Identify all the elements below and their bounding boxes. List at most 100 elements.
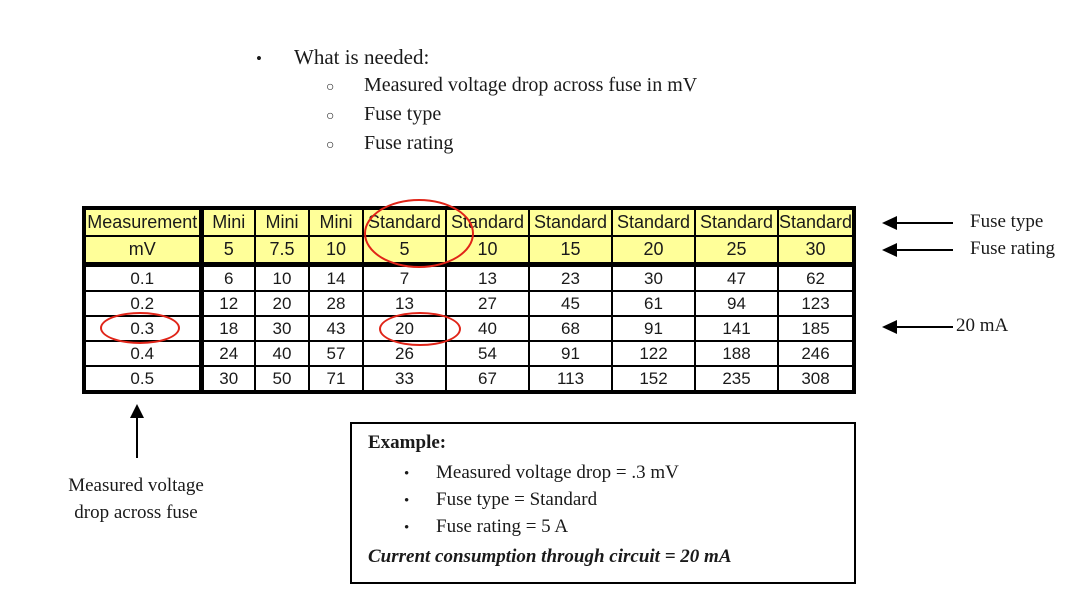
table-cell: 6 [200,263,256,292]
table-cell: 18 [200,315,256,342]
table-cell: 40 [254,340,310,367]
table-cell: 30 [611,263,696,292]
example-box: Example: • Measured voltage drop = .3 mV… [350,422,856,584]
table-cell: 57 [308,340,364,367]
intro-item-row: ○ Fuse type [326,101,697,130]
table-cell: 24 [200,340,256,367]
table-cell: 7 [362,263,447,292]
fuse-type-cell: Standard [611,207,696,237]
fuse-rating-cell: 5 [200,235,256,267]
table-cell: 185 [776,315,856,342]
table-cell: 122 [611,340,696,367]
fuse-type-cell: Standard [528,207,613,237]
current-callout-label: 20 mA [956,315,1009,336]
table-cell: 23 [528,263,613,292]
table-cell: 123 [776,290,856,317]
example-item-row: • Measured voltage drop = .3 mV [352,460,679,487]
table-row: 0.2 12 20 28 13 27 45 61 94 123 [83,290,856,317]
table-cell: 54 [445,340,530,367]
table-cell: 68 [528,315,613,342]
measurement-cell: 0.4 [83,340,204,367]
table-cell: 14 [308,263,364,292]
table-cell: 61 [611,290,696,317]
table-cell: 26 [362,340,447,367]
table-cell: 47 [694,263,779,292]
table-cell: 27 [445,290,530,317]
fuse-type-header-row: Measurement Mini Mini Mini Standard Stan… [83,207,856,237]
example-item-row: • Fuse type = Standard [352,487,679,514]
measured-voltage-arrow-icon [130,404,144,458]
example-conclusion: Current consumption through circuit = 20… [368,546,732,567]
table-cell: 91 [528,340,613,367]
measurement-cell: 0.1 [83,263,204,292]
table-cell: 188 [694,340,779,367]
fuse-type-callout-label: Fuse type [970,211,1044,232]
current-arrow-icon [882,320,953,334]
example-title: Example: [368,432,447,453]
measurement-header-cell: Measurement [83,207,204,237]
intro-heading: What is needed: [294,45,430,69]
fuse-type-cell: Standard [776,207,856,237]
fuse-current-table: Measurement Mini Mini Mini Standard Stan… [82,206,857,394]
table-cell: 45 [528,290,613,317]
fuse-rating-cell: 15 [528,235,613,267]
table-cell: 20 [362,315,447,342]
fuse-rating-cell: 10 [445,235,530,267]
bullet-icon: • [404,520,410,536]
measured-voltage-line1: Measured voltage [68,475,204,496]
table-cell: 20 [254,290,310,317]
table-cell: 91 [611,315,696,342]
table-cell: 62 [776,263,856,292]
fuse-rating-header-row: mV 5 7.5 10 5 10 15 20 25 30 [83,235,856,267]
intro-item-row: ○ Measured voltage drop across fuse in m… [326,72,697,101]
fuse-rating-cell: 5 [362,235,447,267]
table-cell: 308 [776,365,856,393]
table-cell: 33 [362,365,447,393]
table-row: 0.5 30 50 71 33 67 113 152 235 308 [83,365,856,393]
fuse-rating-cell: 7.5 [254,235,310,267]
intro-heading-row: • What is needed: [256,44,697,72]
fuse-type-cell: Standard [445,207,530,237]
table-cell: 113 [528,365,613,393]
example-items: • Measured voltage drop = .3 mV • Fuse t… [352,460,679,541]
fuse-type-cell: Standard [694,207,779,237]
fuse-type-cell: Standard [362,207,447,237]
example-item: Fuse rating = 5 A [436,516,569,537]
fuse-rating-callout-label: Fuse rating [970,238,1055,259]
measured-voltage-line2: drop across fuse [74,502,198,523]
circle-bullet-icon: ○ [326,138,335,153]
table-cell: 152 [611,365,696,393]
example-item: Measured voltage drop = .3 mV [436,462,679,483]
table-cell: 67 [445,365,530,393]
fuse-rating-cell: 25 [694,235,779,267]
table-cell: 235 [694,365,779,393]
fuse-rating-cell: 30 [776,235,856,267]
circle-bullet-icon: ○ [326,80,335,95]
fuse-type-cell: Mini [254,207,310,237]
measured-voltage-callout-label: Measured voltage drop across fuse [38,472,234,526]
circle-bullet-icon: ○ [326,109,335,124]
table-cell: 50 [254,365,310,393]
intro-item-row: ○ Fuse rating [326,130,697,159]
table-cell: 13 [362,290,447,317]
table-cell: 30 [254,315,310,342]
fuse-rating-cell: 10 [308,235,364,267]
table-cell: 13 [445,263,530,292]
intro-list: • What is needed: ○ Measured voltage dro… [256,44,697,159]
table-cell: 10 [254,263,310,292]
mv-header-cell: mV [83,235,204,267]
table-cell: 141 [694,315,779,342]
table-cell: 30 [200,365,256,393]
fuse-rating-cell: 20 [611,235,696,267]
fuse-type-arrow-icon [882,216,953,230]
fuse-rating-arrow-icon [882,243,953,257]
table-cell: 94 [694,290,779,317]
table-row: 0.4 24 40 57 26 54 91 122 188 246 [83,340,856,367]
measurement-cell: 0.5 [83,365,204,393]
intro-item: Fuse type [364,103,442,125]
table-cell: 71 [308,365,364,393]
measurement-cell: 0.2 [83,290,204,317]
bullet-icon: • [404,466,410,482]
table-row: 0.3 18 30 43 20 40 68 91 141 185 [83,315,856,342]
